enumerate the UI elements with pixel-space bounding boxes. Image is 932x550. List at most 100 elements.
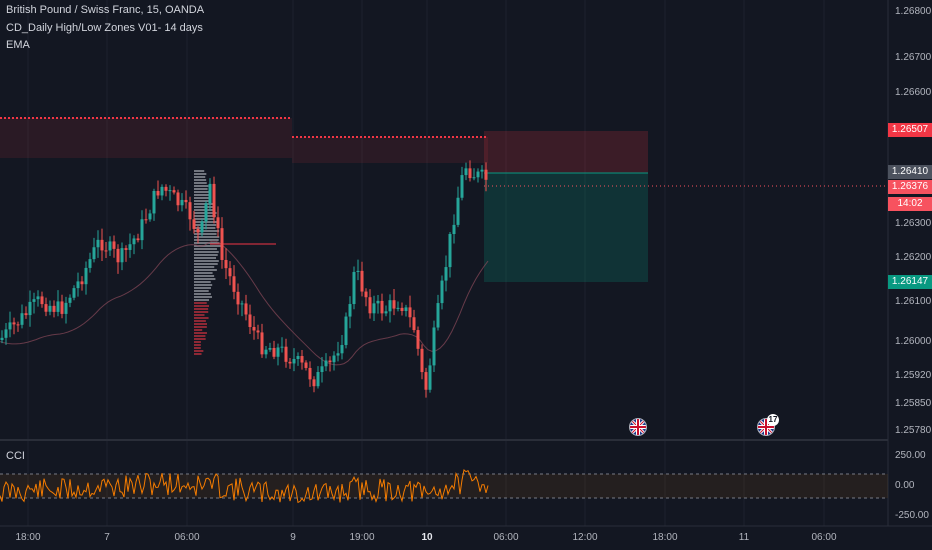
- candle-body: [316, 372, 320, 387]
- volume-profile-bar: [194, 260, 219, 262]
- volume-profile-bar: [194, 188, 208, 190]
- candle-body: [140, 219, 144, 241]
- price-tick: 1.25920: [895, 370, 932, 381]
- candle-body: [28, 301, 32, 316]
- candle-body: [232, 276, 236, 292]
- candle-body: [296, 356, 300, 360]
- candle-body: [392, 300, 396, 309]
- volume-profile-bar: [194, 209, 214, 211]
- price-tick: 1.26800: [895, 6, 932, 17]
- volume-profile-bar: [194, 284, 213, 286]
- candle-body: [128, 244, 132, 250]
- volume-profile-bar: [194, 230, 220, 232]
- volume-profile-bar: [194, 200, 211, 202]
- candle-body: [220, 228, 224, 260]
- volume-profile-bar: [194, 299, 210, 301]
- price-tick: 1.26000: [895, 336, 932, 347]
- candle-body: [96, 239, 100, 248]
- volume-profile-bar: [194, 197, 212, 199]
- candle-body: [8, 322, 12, 330]
- price-tick: 1.26200: [895, 252, 932, 263]
- candle-body: [68, 297, 72, 303]
- candle-body: [304, 362, 308, 368]
- candle-body: [52, 305, 56, 312]
- candle-body: [64, 302, 68, 314]
- indicator-ema-label[interactable]: EMA: [6, 39, 30, 51]
- candle-body: [92, 247, 96, 260]
- cci-tick: 0.00: [895, 480, 915, 491]
- candle-body: [100, 239, 104, 251]
- symbol-title[interactable]: British Pound / Swiss Franc, 15, OANDA: [6, 4, 205, 16]
- candle-body: [436, 303, 440, 328]
- candle-body: [108, 241, 112, 251]
- candle-body: [44, 304, 48, 312]
- candle-body: [112, 241, 116, 249]
- candle-body: [172, 190, 176, 193]
- candle-body: [72, 288, 76, 298]
- short-position-risk-zone[interactable]: [484, 131, 648, 173]
- uk-flag-icon[interactable]: [629, 418, 647, 436]
- candle-body: [424, 372, 428, 390]
- volume-profile-bar: [194, 248, 217, 250]
- event-count-badge: 17: [767, 414, 779, 426]
- indicator-daily-zones-label[interactable]: CD_Daily High/Low Zones V01- 14 days: [6, 22, 203, 34]
- volume-profile-bar: [194, 203, 215, 205]
- candle-body: [324, 360, 328, 367]
- volume-profile-bar: [194, 323, 207, 325]
- volume-profile-bar: [194, 185, 209, 187]
- volume-profile-bar: [194, 251, 219, 253]
- candle-body: [116, 248, 120, 263]
- volume-profile-bar: [194, 179, 207, 181]
- volume-profile-bar: [194, 176, 206, 178]
- candle-body: [432, 327, 436, 366]
- candle-body: [240, 303, 244, 305]
- time-tick: 06:00: [811, 532, 837, 543]
- candle-body: [124, 248, 128, 250]
- candle-body: [356, 270, 360, 272]
- candle-body: [440, 280, 444, 304]
- candle-body: [480, 169, 484, 172]
- volume-profile-bar: [194, 218, 215, 220]
- indicator-cci-label[interactable]: CCI: [6, 450, 25, 462]
- candle-body: [200, 221, 204, 233]
- volume-profile-bar: [194, 242, 220, 244]
- candle-body: [456, 197, 460, 225]
- candle-body: [308, 367, 312, 380]
- candle-body: [228, 268, 232, 277]
- candle-body: [476, 171, 480, 178]
- time-tick: 7: [104, 532, 110, 543]
- candle-body: [404, 307, 408, 311]
- candle-body: [208, 183, 212, 204]
- candle-body: [420, 348, 424, 373]
- volume-profile-bar: [194, 272, 213, 274]
- volume-profile-bar: [194, 236, 220, 238]
- candle-body: [260, 332, 264, 355]
- volume-profile-bar: [194, 287, 211, 289]
- candle-body: [104, 250, 108, 252]
- candle-body: [56, 301, 60, 312]
- volume-profile-bar: [194, 227, 216, 229]
- candle-body: [444, 267, 448, 281]
- bar-countdown-tag: 14:02: [888, 197, 932, 211]
- candle-body: [144, 219, 148, 221]
- candle-body: [36, 296, 40, 300]
- candle-body: [328, 360, 332, 363]
- volume-profile-bar: [194, 311, 209, 313]
- candle-body: [408, 307, 412, 318]
- candle-body: [352, 271, 356, 305]
- candle-body: [388, 300, 392, 312]
- candle-body: [360, 270, 364, 292]
- time-tick: 19:00: [349, 532, 375, 543]
- zone-low-price-tag: 1.26147: [888, 275, 932, 289]
- short-position-target-zone[interactable]: [484, 173, 648, 282]
- volume-profile-bar: [194, 206, 213, 208]
- volume-profile-bar: [194, 275, 215, 277]
- volume-profile-bar: [194, 278, 216, 280]
- candle-body: [164, 186, 168, 191]
- price-tick: 1.26100: [895, 296, 932, 307]
- time-tick: 06:00: [174, 532, 200, 543]
- volume-profile-bar: [194, 341, 201, 343]
- volume-profile-bar: [194, 173, 207, 175]
- candle-body: [60, 301, 64, 314]
